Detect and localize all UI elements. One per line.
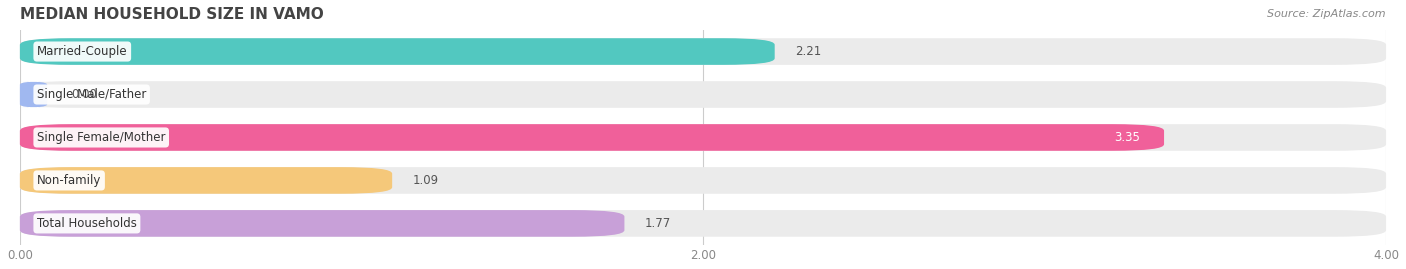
Text: 1.77: 1.77 bbox=[645, 217, 671, 230]
Text: Single Female/Mother: Single Female/Mother bbox=[37, 131, 166, 144]
Text: 1.09: 1.09 bbox=[412, 174, 439, 187]
Text: Married-Couple: Married-Couple bbox=[37, 45, 128, 58]
Text: Non-family: Non-family bbox=[37, 174, 101, 187]
FancyBboxPatch shape bbox=[20, 167, 1386, 194]
FancyBboxPatch shape bbox=[20, 81, 1386, 108]
Text: Source: ZipAtlas.com: Source: ZipAtlas.com bbox=[1267, 9, 1386, 19]
FancyBboxPatch shape bbox=[20, 167, 392, 194]
Text: Total Households: Total Households bbox=[37, 217, 136, 230]
FancyBboxPatch shape bbox=[20, 124, 1386, 151]
FancyBboxPatch shape bbox=[20, 38, 1386, 65]
Text: Single Male/Father: Single Male/Father bbox=[37, 88, 146, 101]
FancyBboxPatch shape bbox=[20, 210, 624, 237]
Text: 2.21: 2.21 bbox=[796, 45, 821, 58]
Text: 0.00: 0.00 bbox=[72, 88, 97, 101]
Text: 3.35: 3.35 bbox=[1115, 131, 1140, 144]
FancyBboxPatch shape bbox=[20, 124, 1164, 151]
FancyBboxPatch shape bbox=[20, 210, 1386, 237]
FancyBboxPatch shape bbox=[20, 81, 48, 108]
Text: MEDIAN HOUSEHOLD SIZE IN VAMO: MEDIAN HOUSEHOLD SIZE IN VAMO bbox=[20, 7, 323, 22]
FancyBboxPatch shape bbox=[20, 38, 775, 65]
